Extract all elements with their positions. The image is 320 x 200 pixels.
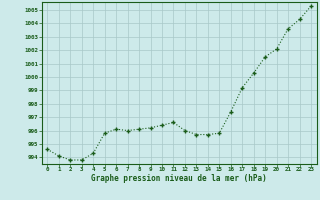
X-axis label: Graphe pression niveau de la mer (hPa): Graphe pression niveau de la mer (hPa) <box>91 174 267 183</box>
